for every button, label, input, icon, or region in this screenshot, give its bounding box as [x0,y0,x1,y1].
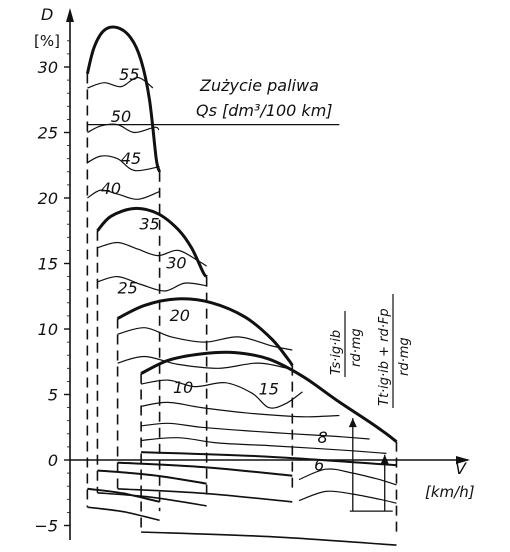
gear-band-upper [117,461,293,477]
y-tick-label: 0 [48,451,58,470]
y-axis-arrow [66,8,74,22]
fuel-contours [87,76,397,504]
x-axis-arrow [456,456,470,464]
formula-2-numerator: Tt·ig·ib + rd·Fp [377,308,392,406]
fuel-contour-line [117,327,293,351]
axes: −5 0 5 10 15 20 25 30 [34,8,470,540]
y-tick-label: −5 [34,517,58,536]
force-marker-arrow-1 [348,418,357,428]
fuel-contour-line [141,379,303,409]
fuel-contour-label: 40 [101,179,121,198]
fuel-contour-label: 6 [314,455,324,474]
fuel-contour-label: 25 [118,279,138,298]
y-tick-label: 5 [48,386,58,405]
fuel-contour-label: 8 [317,428,327,447]
gear-band-lower [97,492,207,507]
force-marker-arrow-2 [380,454,389,464]
gear-band-upper [87,487,160,503]
y-axis-unit: [%] [34,32,60,50]
force-markers [348,418,393,512]
fuel-contour-label: 30 [166,254,186,273]
fuel-contour-label: 55 [119,65,139,84]
gear-band-lower [117,488,293,503]
gear-band-upper [97,469,207,485]
envelope-curve-gear3 [116,297,294,367]
fuel-contour-line [117,355,293,371]
fuel-contour-line [141,422,370,440]
fuel-contour-label: 45 [121,149,141,168]
y-tick-label: 25 [38,124,58,143]
fuel-contour-label: 10 [173,378,193,397]
fuel-contour-line [97,275,207,292]
fuel-contour-label: 15 [259,380,279,399]
envelope-curves [85,25,398,443]
y-axis-label: D [41,5,53,24]
legend-line-1: Zużycie paliwa [199,76,319,95]
gear-band-lower [141,531,397,546]
gear-band-lower [87,506,160,522]
fuel-contour-line [298,490,397,504]
formula-2: Tt·ig·ib + rd·Fp rd·mg [377,294,412,408]
gear-band-upper [141,451,397,467]
envelope-curve-gear1 [85,25,162,173]
x-axis-label: V [455,459,467,478]
x-axis-unit: [km/h] [425,483,475,501]
fuel-contour-line [141,401,340,418]
y-tick-label: 10 [38,320,58,339]
formula-1-numerator: Ts·ig·ib [329,330,344,375]
fuel-contour-label: 50 [111,107,131,126]
y-tick-label: 15 [38,255,58,274]
formula-1: Ts·ig·ib rd·mg [329,311,364,377]
y-tick-label: 20 [38,189,58,208]
fuel-contour-label: 35 [139,214,159,233]
formula-2-denominator: rd·mg [397,337,412,376]
fuel-contour-line [87,76,154,89]
fuel-contour-line [87,155,160,172]
envelope-curve-gear2 [96,206,208,278]
y-tick-label: 30 [38,58,58,77]
fuel-contour-line [87,189,160,200]
envelope-curve-gear4 [140,350,398,443]
fuel-contour-line [141,437,387,454]
legend-line-2: Qs [dm³/100 km] [196,101,333,120]
gear-bands [86,73,398,546]
fuel-contour-line [87,123,160,134]
formula-1-denominator: rd·mg [349,328,364,367]
fuel-contour-label: 20 [170,306,190,325]
